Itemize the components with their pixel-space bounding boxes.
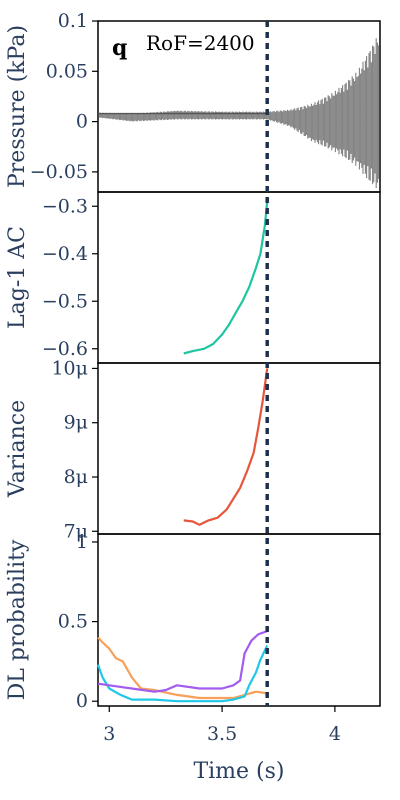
lag1-line: [183, 201, 269, 355]
panel-letter: q: [112, 35, 127, 61]
ytick-label-pressure-2: 0: [76, 111, 88, 133]
ytick-label-variance-1: 9μ: [64, 412, 88, 434]
ytick-label-lag1-3: −0.6: [42, 338, 88, 360]
pressure-signal: [98, 38, 380, 189]
panel-frame-variance: [97, 362, 381, 535]
panel-frame-lag1: [97, 191, 381, 364]
ytick-label-pressure-1: 0.05: [46, 60, 88, 82]
xtick-label-1: 3.5: [207, 723, 237, 745]
ytick-label-lag1-1: −0.4: [42, 243, 88, 265]
xtick-label-2: 4: [329, 723, 341, 745]
ytick-label-lag1-0: −0.3: [42, 195, 88, 217]
ytick-label-variance-3: 7μ: [64, 520, 88, 542]
ylabel-lag1: Lag-1 AC: [5, 226, 30, 329]
ylabel-variance: Variance: [5, 400, 30, 498]
ytick-label-pressure-0: 0.1: [58, 10, 88, 32]
rof-annotation: RoF=2400: [146, 31, 255, 55]
ytick-label-dl_probability-2: 0: [76, 690, 88, 712]
ylabel-pressure: Pressure (kPa): [5, 25, 30, 188]
ytick-label-variance-0: 10μ: [51, 357, 88, 379]
variance-line: [183, 368, 269, 526]
dl-series-line-cyan: [96, 645, 269, 703]
xtick-label-0: 3: [103, 723, 115, 745]
ytick-label-dl_probability-1: 0.5: [58, 611, 88, 633]
dl-series-line-purple: [97, 630, 268, 693]
ytick-label-pressure-3: −0.05: [30, 161, 88, 183]
ylabel-dl_probability: DL probability: [5, 539, 30, 700]
dl-series-line-orange: [97, 636, 268, 700]
ytick-label-lag1-2: −0.5: [42, 290, 88, 312]
ytick-label-dl_probability-0: 1: [76, 531, 88, 553]
xlabel: Time (s): [193, 759, 284, 784]
ytick-label-variance-2: 8μ: [64, 466, 88, 488]
panel-frame-dl_probability: [97, 533, 381, 707]
